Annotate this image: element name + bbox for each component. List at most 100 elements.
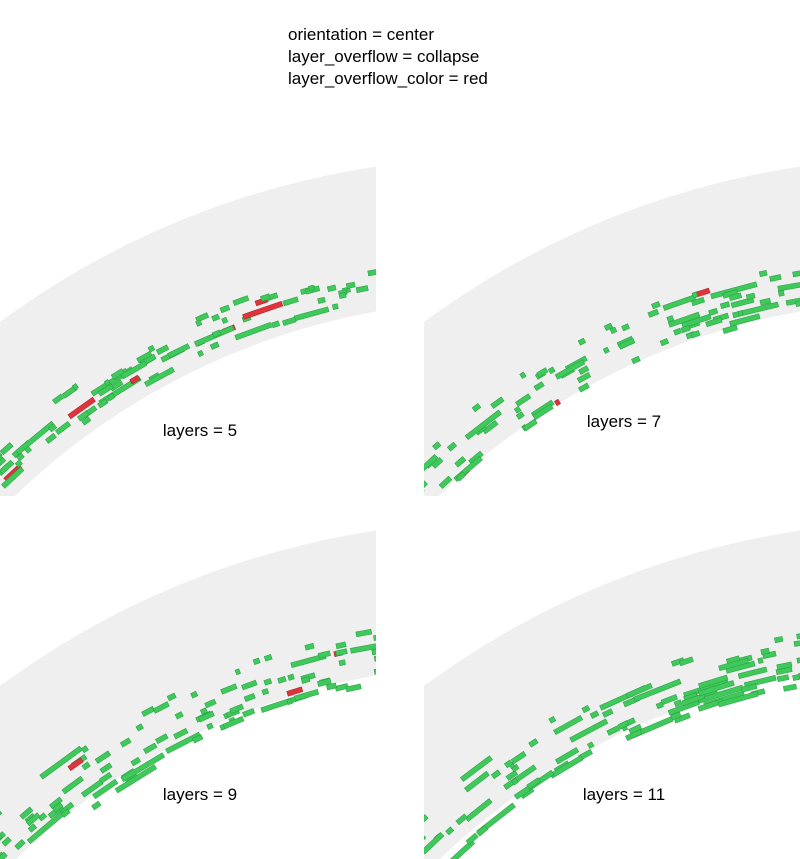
tile: [554, 398, 561, 407]
tile: [135, 723, 144, 732]
tile: [403, 632, 414, 638]
tile: [758, 269, 768, 278]
tile: [456, 625, 465, 630]
tile: [286, 686, 304, 697]
tile: [114, 764, 158, 794]
tile: [47, 423, 58, 433]
tile: [438, 475, 453, 489]
tile: [708, 307, 719, 316]
tile: [419, 288, 430, 294]
tile: [718, 657, 749, 672]
tile: [680, 325, 691, 334]
tile: [515, 393, 532, 407]
tile: [25, 812, 41, 827]
panel-label: layers = 9: [163, 785, 237, 804]
tile: [232, 295, 250, 306]
tile: [578, 365, 590, 375]
tile: [14, 459, 23, 468]
tile: [548, 715, 557, 724]
tile: [204, 698, 217, 709]
header-line: layer_overflow = collapse: [288, 47, 479, 66]
tile: [80, 745, 89, 754]
tile: [432, 284, 448, 290]
tile: [263, 654, 273, 662]
tile: [386, 264, 393, 270]
tile: [195, 312, 210, 323]
panel: layers = 11: [397, 530, 800, 859]
tile: [490, 769, 502, 780]
tile: [197, 349, 204, 357]
tile: [143, 742, 158, 754]
tile: [209, 341, 220, 350]
tile: [460, 755, 493, 782]
tile: [601, 708, 614, 718]
tile: [536, 367, 549, 378]
tile: [211, 313, 221, 322]
tile: [221, 316, 229, 324]
tile: [195, 319, 203, 327]
tile: [792, 673, 800, 681]
tile: [317, 678, 332, 687]
tile: [199, 707, 208, 715]
tile: [777, 278, 800, 292]
tile: [503, 764, 537, 790]
tile: [334, 683, 349, 692]
tile: [424, 486, 425, 496]
tile: [424, 480, 428, 490]
tile: [681, 313, 712, 329]
panel: layers = 5: [0, 166, 460, 496]
tile: [577, 337, 587, 346]
tile: [415, 260, 423, 266]
tile: [510, 751, 527, 765]
tile: [94, 750, 112, 764]
tile: [373, 655, 376, 662]
tile: [429, 282, 442, 288]
tile: [15, 420, 55, 455]
tile: [481, 419, 499, 435]
tile: [413, 280, 428, 287]
tile: [555, 747, 580, 765]
tile: [81, 761, 91, 771]
header-line: layer_overflow_color = red: [288, 69, 488, 88]
tile: [242, 300, 284, 320]
tile: [263, 678, 273, 686]
tile: [0, 453, 3, 462]
tile: [452, 622, 458, 627]
tile: [45, 432, 57, 444]
tile: [242, 708, 256, 718]
tile: [120, 360, 148, 380]
panel-label: layers = 11: [583, 785, 665, 804]
tile: [271, 320, 281, 329]
tile: [796, 632, 800, 640]
panel-label: layers = 7: [587, 412, 661, 431]
tile: [667, 311, 701, 328]
tile: [16, 452, 25, 462]
tile: [602, 346, 610, 354]
tile: [252, 657, 261, 665]
tile: [97, 383, 114, 397]
tile: [522, 418, 538, 432]
tile: [397, 852, 407, 859]
tile: [54, 420, 72, 436]
tile: [155, 344, 170, 355]
tile: [388, 284, 399, 291]
tile: [446, 441, 458, 452]
panel: layers = 7: [424, 166, 800, 496]
tile: [547, 366, 556, 375]
tile: [300, 676, 311, 684]
tile: [757, 657, 764, 664]
tile: [166, 692, 177, 702]
tile: [331, 303, 339, 311]
tile: [97, 398, 109, 409]
tile: [422, 267, 460, 275]
tile: [471, 403, 482, 413]
tile: [401, 266, 412, 272]
tile: [673, 699, 683, 708]
tile: [241, 679, 258, 691]
tile: [532, 403, 554, 421]
tile: [355, 285, 369, 293]
tile: [609, 326, 618, 335]
tile: [792, 270, 800, 278]
tile: [430, 275, 437, 281]
tile: [130, 756, 141, 767]
